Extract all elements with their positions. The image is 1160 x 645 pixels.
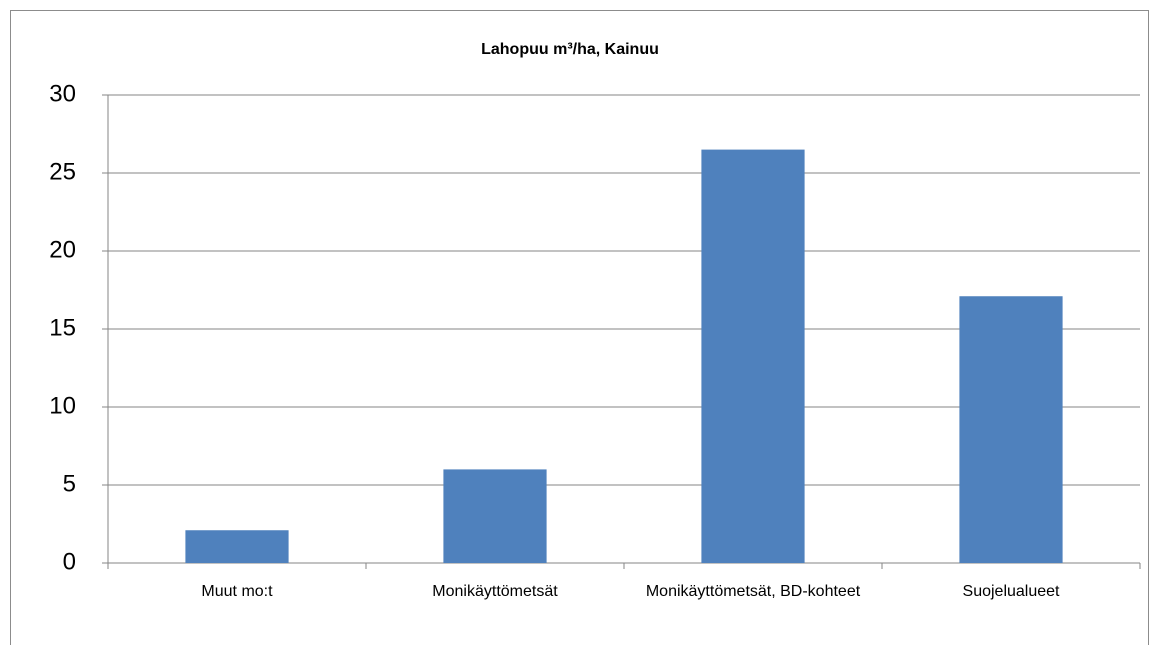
y-tick-label: 5 (63, 470, 76, 497)
y-tick-label: 0 (63, 548, 76, 575)
x-tick-label: Monikäyttömetsät, BD-kohteet (645, 583, 861, 600)
y-tick-label: 10 (49, 392, 76, 419)
bar (701, 149, 805, 563)
bar (443, 469, 547, 563)
bar (959, 296, 1063, 563)
y-tick-label: 25 (49, 158, 76, 185)
x-tick-label: Suojelualueet (962, 583, 1060, 600)
bar (185, 530, 289, 563)
y-tick-label: 20 (49, 236, 76, 263)
x-tick-label: Muut mo:t (201, 583, 273, 600)
y-tick-label: 30 (49, 80, 76, 107)
chart-border (10, 10, 1149, 645)
y-tick-label: 15 (49, 314, 76, 341)
chart-title: Lahopuu m³/ha, Kainuu (481, 41, 659, 58)
x-tick-label: Monikäyttömetsät (432, 583, 558, 600)
